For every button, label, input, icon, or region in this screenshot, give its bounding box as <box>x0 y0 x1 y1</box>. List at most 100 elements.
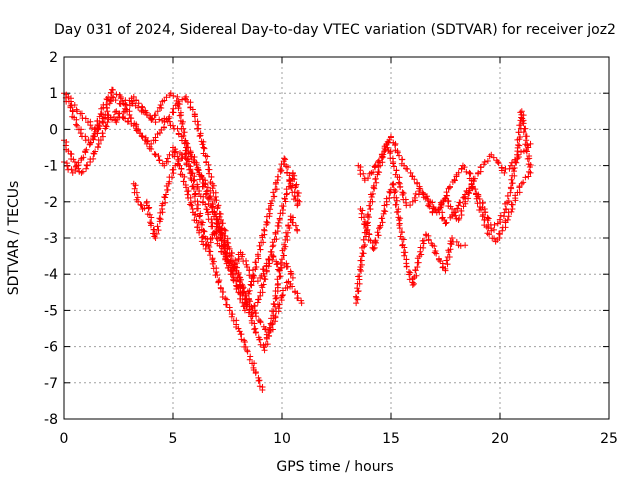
y-axis-label: SDTVAR / TECUs <box>6 181 22 296</box>
data-point-trail <box>265 318 279 336</box>
data-point-trail <box>137 201 145 209</box>
data-point <box>361 177 368 184</box>
data-point-trail <box>92 105 105 131</box>
data-point-trail <box>110 94 123 107</box>
data-point-trail <box>281 216 295 250</box>
data-point <box>178 155 185 162</box>
data-point-trail <box>499 216 511 231</box>
data-point <box>95 122 102 129</box>
data-point <box>435 256 442 263</box>
data-point-trail <box>508 151 521 187</box>
data-point-trail <box>183 96 198 118</box>
data-point-trail <box>163 92 173 101</box>
data-point <box>364 227 371 234</box>
data-point-trail <box>437 258 447 271</box>
data-point-trail <box>457 242 464 249</box>
data-point <box>407 169 414 176</box>
data-point-trail <box>469 185 480 197</box>
data-point-trail <box>187 170 201 191</box>
data-point <box>525 173 532 180</box>
data-point-trail <box>397 183 410 206</box>
data-point-trail <box>276 195 289 222</box>
series-arc-9 <box>357 180 469 289</box>
data-point <box>244 263 251 270</box>
data-point-trail <box>375 151 385 164</box>
data-point <box>74 108 81 115</box>
data-point-trail <box>523 142 531 154</box>
data-point-trail <box>181 150 189 160</box>
data-point-trail <box>270 254 282 273</box>
y-tick-label: -4 <box>44 267 58 283</box>
data-point-trail <box>87 143 102 163</box>
data-point <box>259 387 266 394</box>
data-point-trail <box>294 290 305 304</box>
data-point-trail <box>109 86 123 99</box>
data-point-trail <box>85 135 96 143</box>
data-point <box>281 155 288 162</box>
data-point <box>507 184 514 191</box>
data-point <box>294 202 301 209</box>
data-point <box>167 90 174 97</box>
data-point-trail <box>520 174 529 186</box>
data-point-trail <box>403 165 411 172</box>
data-points <box>61 86 534 394</box>
data-point-trail <box>508 156 519 166</box>
data-point <box>235 325 242 332</box>
data-point-trail <box>357 164 368 182</box>
data-point <box>91 126 98 133</box>
data-point <box>527 169 534 176</box>
y-tick-label: -3 <box>44 231 58 247</box>
data-point-trail <box>475 193 486 211</box>
data-point-trail <box>238 251 250 268</box>
data-point-trail <box>269 219 282 246</box>
data-point-trail <box>267 284 281 327</box>
data-point <box>507 162 514 169</box>
data-point <box>200 144 207 151</box>
data-point-trail <box>63 160 75 173</box>
data-point <box>152 151 159 158</box>
data-point-trail <box>114 109 127 123</box>
data-point-trail <box>381 136 393 152</box>
data-point-trail <box>409 255 422 287</box>
data-point-trail <box>265 256 276 264</box>
data-point-trail <box>453 165 465 178</box>
data-point-trail <box>364 185 378 226</box>
data-point-trail <box>189 209 202 231</box>
x-tick-label: 20 <box>491 431 509 447</box>
data-point <box>139 104 146 111</box>
data-point-trail <box>502 165 513 172</box>
data-point-trail <box>442 238 455 272</box>
data-point-trail <box>461 164 470 175</box>
data-point-trail <box>491 221 498 233</box>
data-point <box>374 158 381 165</box>
series-arc-3 <box>61 90 266 394</box>
data-point <box>499 227 506 234</box>
data-point-trail <box>394 149 406 167</box>
data-point-trail <box>277 261 288 271</box>
data-point-trail <box>230 274 241 292</box>
data-point <box>370 245 377 252</box>
data-point-trail <box>173 97 189 147</box>
data-point <box>82 115 89 122</box>
data-point <box>148 115 155 122</box>
data-point-trail <box>141 200 150 212</box>
data-point-trail <box>228 311 240 330</box>
data-point <box>87 140 94 147</box>
data-point <box>475 169 482 176</box>
data-point-trail <box>365 170 373 182</box>
data-point-trail <box>115 110 127 121</box>
data-point-trail <box>151 209 166 237</box>
x-tick-label: 25 <box>600 431 618 447</box>
data-point-trail <box>377 201 390 229</box>
series-arc-2 <box>61 93 301 354</box>
data-point-trail <box>158 182 171 209</box>
data-point-trail <box>133 97 145 110</box>
x-tick-label: 10 <box>273 431 291 447</box>
data-point-trail <box>131 182 141 203</box>
data-point-trail <box>496 212 507 226</box>
x-tick-label: 15 <box>382 431 400 447</box>
data-point <box>261 227 268 234</box>
data-point <box>488 227 495 234</box>
data-point <box>298 300 305 307</box>
